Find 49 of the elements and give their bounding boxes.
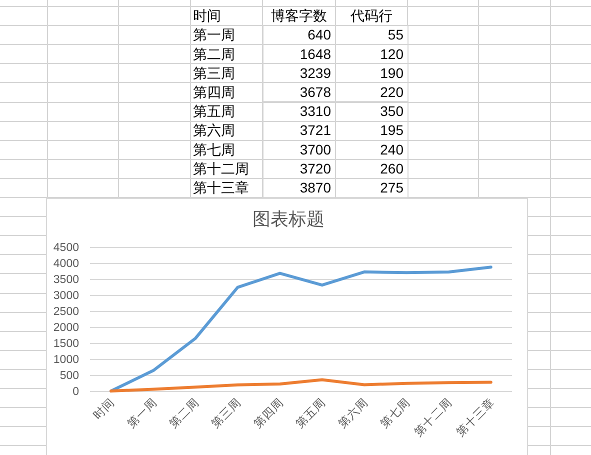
- y-tick-label: 第十二周: [193, 160, 249, 176]
- data-label: 275: [380, 179, 404, 196]
- y-tick-label: 4500: [53, 242, 79, 254]
- x-tick-label: 代码行: [349, 8, 392, 24]
- y-tick-label: 第七周: [193, 141, 235, 158]
- x-tick-label: 第四周: [251, 396, 286, 431]
- y-tick-label: 1000: [53, 354, 79, 366]
- data-label: 3721: [300, 122, 332, 138]
- y-tick-label: 第三周: [193, 64, 235, 81]
- x-tick-label: 第十二周: [412, 396, 455, 440]
- y-tick-label: 第六周: [193, 122, 235, 138]
- data-label: 640: [308, 26, 332, 43]
- y-tick-label: 0: [72, 386, 79, 398]
- data-label: 120: [380, 46, 404, 62]
- x-tick-label: 第六周: [335, 395, 370, 431]
- x-tick-label: 第一周: [124, 396, 160, 431]
- x-tick-label: 时间: [91, 396, 118, 422]
- y-tick-label: 4000: [53, 258, 79, 270]
- data-label: 190: [380, 64, 404, 81]
- y-tick-label: 第一周: [193, 26, 235, 43]
- data-label: 260: [380, 160, 404, 176]
- data-label: 350: [380, 103, 404, 120]
- x-tick-label: 第二周: [166, 396, 202, 431]
- x-tick-label: 第七周: [378, 396, 413, 431]
- x-tick-label: 博客字数: [270, 8, 327, 24]
- data-label: 3700: [300, 141, 332, 158]
- y-tick-label: 第五周: [193, 103, 235, 120]
- chart-title: 图表标题: [252, 209, 324, 229]
- y-tick-label: 第十三章: [193, 179, 249, 196]
- y-tick-label: 2500: [53, 306, 79, 318]
- x-tick-label: 第五周: [294, 396, 328, 431]
- data-label: 3870: [300, 179, 332, 196]
- y-tick-label: 500: [60, 370, 79, 382]
- y-tick-label: 第四周: [193, 84, 235, 100]
- x-tick-label: 第十三章: [453, 395, 498, 440]
- y-tick-label: 2000: [53, 322, 79, 334]
- y-tick-label: 第二周: [193, 46, 235, 62]
- y-tick-label: 1500: [53, 338, 79, 350]
- data-label: 195: [380, 122, 404, 138]
- data-label: 3678: [300, 84, 332, 100]
- y-tick-label: 3500: [53, 274, 79, 286]
- data-label: 1648: [300, 46, 332, 62]
- data-label: 3310: [300, 103, 332, 120]
- data-label: 55: [388, 26, 404, 43]
- data-label: 3239: [300, 64, 332, 81]
- data-label: 240: [380, 141, 404, 158]
- data-label: 220: [380, 84, 404, 100]
- y-tick-label: 3000: [53, 290, 79, 302]
- data-label: 3720: [300, 160, 332, 176]
